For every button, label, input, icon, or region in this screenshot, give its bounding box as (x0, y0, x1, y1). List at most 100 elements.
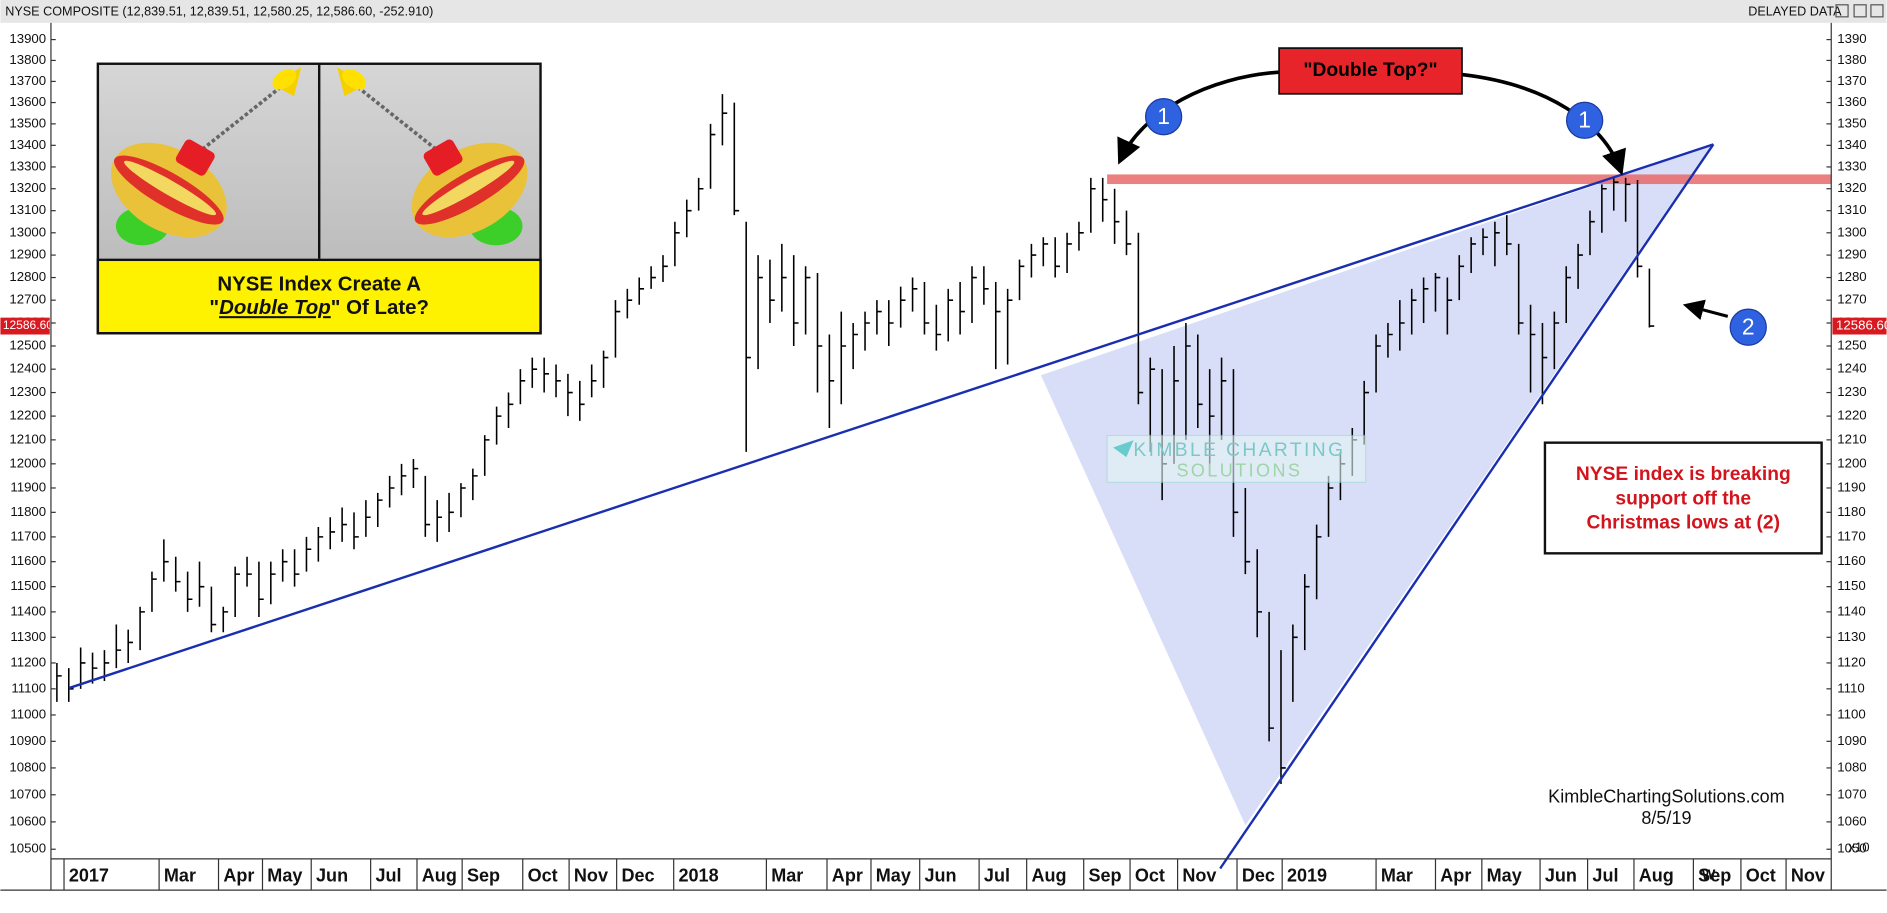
ohlc-bar (234, 566, 240, 617)
ohlc-bar (1197, 334, 1203, 428)
resistance-band (1107, 174, 1832, 185)
header-icon[interactable] (1835, 4, 1849, 18)
ohlc-bar (341, 507, 347, 542)
ohlc-bar (1054, 237, 1060, 278)
ohlc-bar (888, 300, 894, 346)
x-tick-label: Apr (1440, 866, 1471, 886)
ohlc-bar (281, 549, 288, 582)
y-tick-label: 10600 (9, 813, 46, 828)
ohlc-bar (483, 435, 490, 476)
ohlc-bar (1327, 475, 1334, 537)
ohlc-bar (1434, 273, 1441, 312)
y2-tick-label: 1360 (1837, 94, 1866, 109)
ohlc-bar (769, 259, 775, 323)
ohlc-bar (685, 199, 692, 238)
ohlc-bar (270, 561, 276, 605)
ohlc-bar (1458, 255, 1465, 301)
header-icon[interactable] (1870, 4, 1884, 18)
y-tick-label: 12700 (9, 292, 46, 307)
y2-tick-label: 1280 (1837, 269, 1866, 284)
y-tick-label: 13000 (9, 224, 46, 239)
ohlc-bar (983, 266, 989, 305)
y-tick-label: 12300 (9, 384, 46, 399)
inset-caption: "Double Top" Of Late? (209, 297, 429, 320)
y-tick-label: 11600 (10, 553, 46, 568)
ohlc-bar (472, 468, 478, 501)
ohlc-bar (1601, 184, 1607, 233)
ohlc-bar (353, 512, 359, 550)
ohlc-bar (1006, 288, 1013, 365)
ohlc-bar (792, 255, 799, 346)
y-tick-label: 12800 (9, 269, 46, 284)
y-tick-label: 13400 (9, 137, 46, 152)
x-tick-label: Jul (375, 866, 401, 886)
ohlc-bar (448, 492, 454, 532)
callout-arrow (1461, 72, 1626, 176)
y2-tick-label: 1180 (1837, 504, 1865, 519)
ohlc-bar (638, 277, 645, 305)
x-tick-label: Jun (925, 866, 957, 886)
ohlc-bar (91, 652, 98, 684)
ohlc-bar (186, 571, 193, 612)
ohlc-bar (210, 586, 217, 633)
y-tick-label: 12400 (9, 361, 46, 376)
ohlc-bar (602, 350, 609, 388)
marker-text: 1 (1578, 107, 1591, 133)
y2-tick-label: 1210 (1837, 431, 1866, 446)
header-icon[interactable] (1853, 4, 1867, 18)
ohlc-bar (222, 606, 229, 633)
ohlc-bar (198, 561, 205, 607)
callout-box (1278, 47, 1463, 95)
ohlc-bar (1624, 177, 1631, 222)
inset-caption-part: " Of Late? (331, 297, 429, 320)
spinning-top (110, 67, 302, 246)
ohlc-bar (994, 282, 1001, 370)
y-tick-label: 10800 (9, 759, 46, 774)
ohlc-bar (959, 282, 965, 335)
y-tick-label: 11900 (10, 479, 46, 494)
y2-tick-label: 1090 (1837, 733, 1866, 748)
last-price-box (1832, 317, 1887, 335)
ohlc-bar (317, 527, 324, 562)
ohlc-bar (1506, 215, 1512, 256)
ohlc-bar (971, 266, 977, 323)
marker-circle (1144, 98, 1183, 136)
ohlc-bar (1470, 237, 1476, 274)
marker-text: 1 (1157, 103, 1170, 129)
ohlc-bar (174, 556, 181, 592)
ohlc-bar (1494, 221, 1500, 267)
header-status: DELAYED DATA (1748, 4, 1842, 18)
y-tick-label: 12500 (9, 337, 46, 352)
x-tick-label: Oct (528, 866, 558, 886)
y2-tick-label: 1050 (1837, 841, 1866, 856)
ohlc-bar (1648, 268, 1655, 328)
ohlc-bar (79, 647, 86, 689)
ohlc-bar (1577, 243, 1583, 289)
y2-tick-label: 1220 (1837, 408, 1866, 423)
trendline-wedge (1219, 143, 1715, 870)
watermark-logo (1113, 440, 1134, 458)
marker-circle (1565, 101, 1604, 139)
ohlc-bar (1018, 259, 1025, 301)
ohlc-bar (400, 463, 407, 496)
y-tick-label: 12200 (9, 408, 46, 423)
ohlc-bar (1589, 210, 1595, 256)
timeframe-button[interactable]: W (1702, 868, 1716, 884)
x-tick-label: 2017 (69, 866, 109, 886)
y-tick-label: 10900 (9, 733, 46, 748)
ohlc-bar (1292, 624, 1298, 702)
x-tick-label: Mar (164, 866, 196, 886)
y2-tick-label: 1380 (1837, 52, 1866, 67)
ohlc-bar (1066, 232, 1072, 274)
note-box (1543, 441, 1823, 555)
ohlc-bar (614, 300, 621, 358)
y2-tick-label: 1240 (1837, 361, 1866, 376)
ohlc-bar (305, 536, 312, 572)
ohlc-bar (828, 334, 835, 428)
x-tick-label: Oct (1135, 866, 1165, 886)
y2-tick-label: 1320 (1837, 180, 1866, 195)
ohlc-bar (388, 475, 395, 508)
y2-tick-label: 1080 (1837, 759, 1866, 774)
ohlc-bar (662, 255, 668, 283)
ohlc-bar (840, 311, 847, 405)
